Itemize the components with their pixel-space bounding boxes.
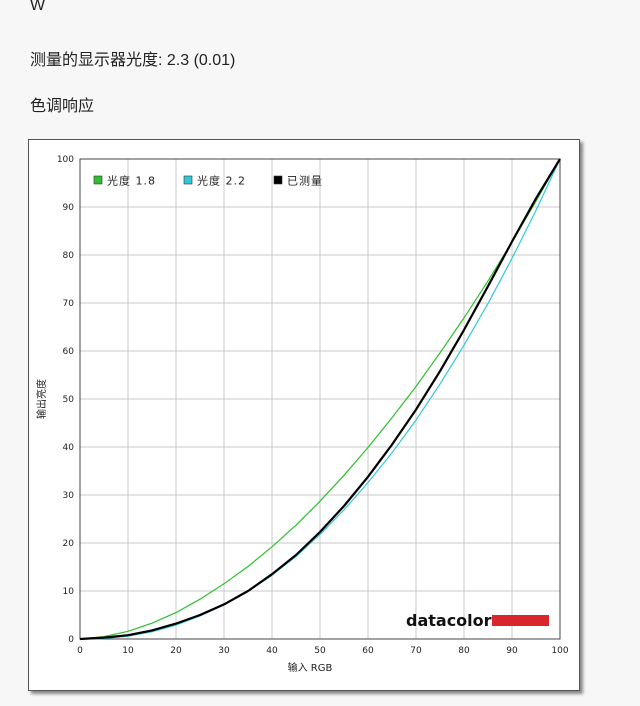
legend: 光度 1.8 光度 2.2 已测量 <box>93 174 323 188</box>
series-line <box>79 158 561 640</box>
legend-label: 已测量 <box>287 175 323 188</box>
legend-swatch <box>93 175 103 185</box>
brand-bar <box>492 615 549 626</box>
y-tick-label: 20 <box>63 539 75 549</box>
y-tick-label: 10 <box>63 587 75 597</box>
y-tick-label: 0 <box>68 635 74 645</box>
y-tick-label: 50 <box>63 395 75 405</box>
datacolor-logo: datacolor <box>406 611 549 630</box>
x-tick-label: 90 <box>506 646 518 656</box>
tone-response-chart: 0 10 20 30 40 50 60 70 80 90 100 0 10 20 30 40 50 60 70 80 9… <box>35 155 569 674</box>
y-axis-title: 输出亮度 <box>35 379 48 419</box>
x-tick-label: 0 <box>77 646 83 656</box>
legend-label: 光度 2.2 <box>197 174 246 188</box>
x-axis-title: 输入 RGB <box>288 661 333 674</box>
x-tick-label: 80 <box>458 646 470 656</box>
x-tick-label: 20 <box>170 646 182 656</box>
y-tick-label: 60 <box>63 347 75 357</box>
grid-lines <box>79 158 561 640</box>
y-tick-label: 80 <box>63 251 75 261</box>
plot-border <box>79 158 561 640</box>
x-tick-label: 50 <box>314 646 326 656</box>
legend-label: 光度 1.8 <box>107 174 156 188</box>
brand-name: datacolor <box>406 611 492 630</box>
x-tick-label: 70 <box>410 646 422 656</box>
series-line <box>79 158 561 641</box>
x-tick-label: 60 <box>362 646 374 656</box>
x-tick-label: 40 <box>266 646 278 656</box>
y-tick-label: 40 <box>63 443 75 453</box>
legend-swatch <box>183 175 193 185</box>
tick-labels: 0 10 20 30 40 50 60 70 80 90 100 0 10 20 30 40 50 60 70 80 9… <box>57 155 569 656</box>
section-title: 色调响应 <box>30 98 95 115</box>
y-tick-label: 100 <box>57 155 74 165</box>
legend-swatch <box>273 175 283 185</box>
y-tick-label: 30 <box>63 491 75 501</box>
x-tick-label: 10 <box>122 646 134 656</box>
measured-gamma-text: 测量的显示器光度: 2.3 (0.01) <box>30 52 236 69</box>
chart-frame: 0 10 20 30 40 50 60 70 80 90 100 0 10 20 30 40 50 60 70 80 9… <box>28 139 580 691</box>
y-tick-label: 70 <box>63 299 75 309</box>
x-tick-label: 30 <box>218 646 230 656</box>
channel-label: W <box>30 0 46 14</box>
series-lines <box>79 158 561 641</box>
x-tick-label: 100 <box>551 646 568 656</box>
y-tick-label: 90 <box>63 203 75 213</box>
series-line <box>79 158 561 640</box>
